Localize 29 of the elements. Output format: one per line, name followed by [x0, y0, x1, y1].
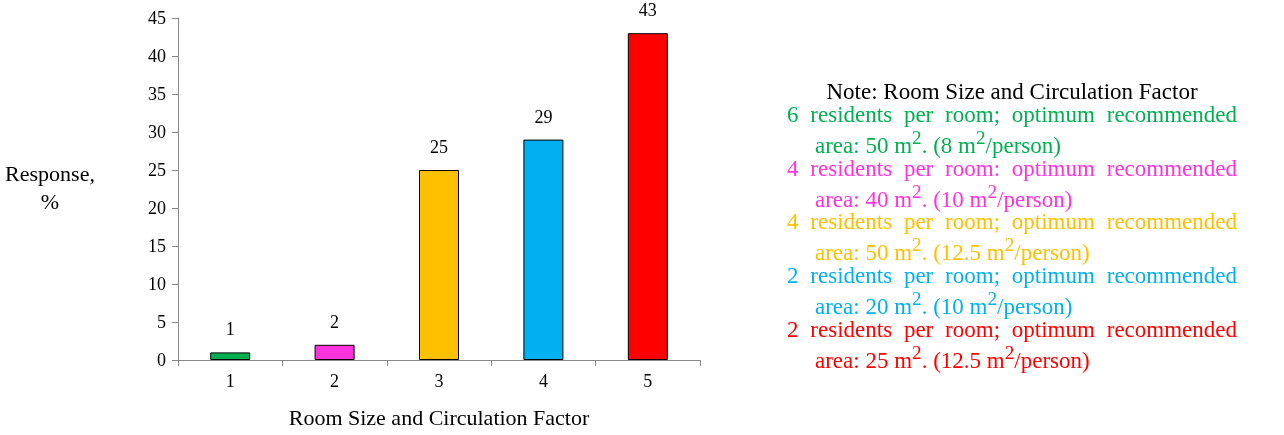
x-axis-title: Room Size and Circulation Factor — [288, 404, 590, 430]
bar — [627, 33, 668, 360]
y-tick-label: 30 — [148, 122, 166, 142]
y-tick-label: 5 — [157, 312, 166, 332]
data-label: 43 — [638, 0, 657, 21]
bar — [314, 344, 355, 360]
y-tick-label: 10 — [148, 274, 166, 294]
data-label: 25 — [430, 137, 448, 157]
text: Note: Room Size and Circulation Factor — [825, 79, 1199, 104]
bar — [419, 170, 459, 360]
y-tick-label: 15 — [148, 236, 166, 256]
y-tick-label: 45 — [148, 8, 166, 28]
x-tick-label: 5 — [643, 371, 653, 391]
text: 6 residents per room; optimum recommended area: 50 m$^{2}$. (8 m$^{2}$/person) — [787, 102, 1237, 158]
y-tick-label: 25 — [148, 160, 166, 180]
data-label: 29 — [534, 106, 553, 127]
y-tick-label: 0 — [157, 350, 166, 370]
bar — [523, 139, 564, 360]
x-tick-label: 2 — [330, 371, 340, 391]
y-tick-label: 35 — [148, 84, 166, 104]
data-label: 1 — [225, 319, 235, 340]
x-tick-label: 3 — [434, 371, 444, 391]
y-tick-label: 40 — [148, 46, 166, 66]
y-axis-title: Response, % — [4, 160, 96, 216]
y-tick-label: 20 — [148, 198, 166, 218]
x-tick-label: 4 — [538, 371, 548, 391]
x-tick-label: 1 — [225, 371, 235, 391]
bar — [210, 352, 251, 360]
data-label: 2 — [330, 311, 340, 332]
